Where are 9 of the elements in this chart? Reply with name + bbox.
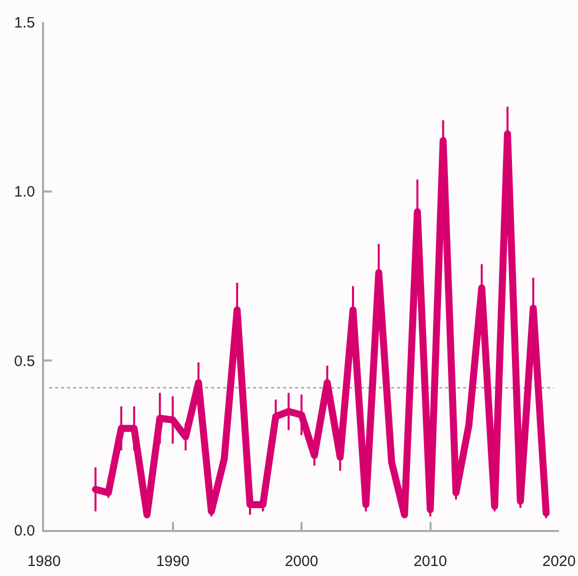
x-tick-label: 2010	[414, 553, 447, 570]
y-tick-label: 1.5	[14, 14, 35, 32]
x-tick-label: 2020	[542, 553, 576, 570]
x-tick-label: 1990	[156, 553, 190, 570]
y-tick-label: 0.5	[14, 352, 35, 370]
y-tick-label: 0.0	[14, 522, 35, 540]
x-tick-label: 2000	[284, 553, 318, 570]
y-tick-label: 1.0	[14, 184, 35, 201]
x-tick-label: 1980	[27, 553, 61, 570]
